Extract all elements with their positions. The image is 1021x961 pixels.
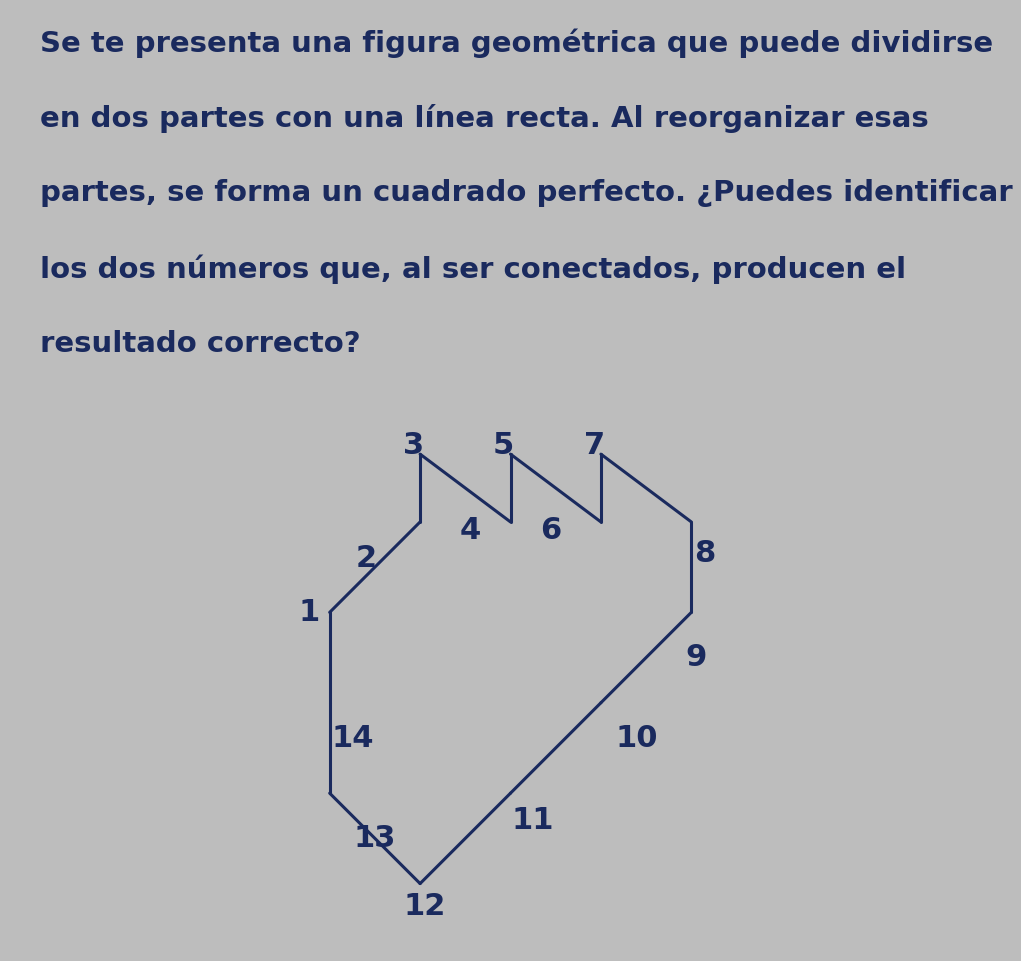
- Text: los dos números que, al ser conectados, producen el: los dos números que, al ser conectados, …: [40, 255, 907, 283]
- Text: 5: 5: [493, 431, 515, 459]
- Text: 4: 4: [459, 516, 481, 546]
- Text: 6: 6: [540, 516, 562, 546]
- Text: 2: 2: [355, 544, 377, 573]
- Text: Se te presenta una figura geométrica que puede dividirse: Se te presenta una figura geométrica que…: [40, 29, 993, 58]
- Text: resultado correcto?: resultado correcto?: [40, 330, 360, 357]
- Text: 1: 1: [299, 598, 320, 627]
- Text: 12: 12: [403, 892, 446, 921]
- Text: 3: 3: [402, 431, 424, 459]
- Text: 14: 14: [331, 725, 374, 753]
- Text: en dos partes con una línea recta. Al reorganizar esas: en dos partes con una línea recta. Al re…: [40, 104, 929, 133]
- Text: 13: 13: [353, 824, 396, 852]
- Text: 11: 11: [512, 805, 554, 835]
- Text: 7: 7: [584, 431, 604, 459]
- Text: partes, se forma un cuadrado perfecto. ¿Puedes identificar: partes, se forma un cuadrado perfecto. ¿…: [40, 179, 1013, 208]
- Text: 8: 8: [694, 539, 716, 568]
- Text: 9: 9: [685, 643, 707, 672]
- Text: 10: 10: [616, 725, 659, 753]
